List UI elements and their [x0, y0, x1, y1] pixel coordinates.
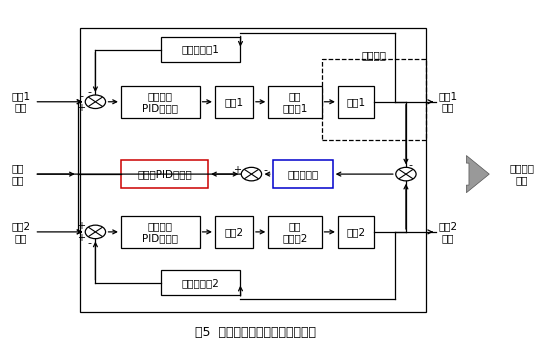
Text: -: -: [87, 87, 91, 97]
Text: 电机1: 电机1: [225, 97, 243, 107]
Circle shape: [241, 167, 262, 181]
Text: 测速编码器2: 测速编码器2: [182, 278, 220, 288]
Bar: [273, 160, 333, 188]
Bar: [161, 37, 240, 62]
Bar: [80, 28, 426, 312]
Text: 履带1: 履带1: [347, 97, 366, 107]
Bar: [215, 216, 253, 248]
Text: +: +: [77, 233, 85, 243]
Text: 偏转角PID控制器: 偏转角PID控制器: [137, 169, 192, 179]
Bar: [322, 59, 426, 140]
Bar: [338, 216, 375, 248]
Text: 偏转
角度: 偏转 角度: [12, 163, 24, 185]
Bar: [121, 86, 199, 118]
Circle shape: [396, 167, 416, 181]
Text: 测速编码器1: 测速编码器1: [182, 44, 220, 55]
Text: -: -: [79, 91, 83, 101]
Text: -: -: [264, 165, 267, 175]
Text: 电机2
转速: 电机2 转速: [12, 221, 31, 243]
Text: +: +: [233, 165, 241, 175]
Bar: [121, 160, 208, 188]
Bar: [268, 216, 322, 248]
Circle shape: [85, 225, 106, 239]
Bar: [215, 86, 253, 118]
Text: 履带单元: 履带单元: [361, 50, 386, 60]
Circle shape: [85, 95, 106, 108]
Text: +: +: [77, 221, 85, 231]
Text: -: -: [408, 160, 412, 170]
Text: 电机转速
PID控制器: 电机转速 PID控制器: [142, 221, 178, 243]
Text: 电机2: 电机2: [225, 227, 243, 237]
FancyArrow shape: [466, 156, 489, 193]
Text: 电机
减速器1: 电机 减速器1: [282, 91, 308, 113]
Text: 电机
减速器2: 电机 减速器2: [282, 221, 308, 243]
Text: -: -: [87, 238, 91, 248]
Bar: [338, 86, 375, 118]
Text: 履带2
速度: 履带2 速度: [438, 221, 458, 243]
Text: 履带2: 履带2: [347, 227, 366, 237]
Text: 电机转速
PID控制器: 电机转速 PID控制器: [142, 91, 178, 113]
Bar: [121, 216, 199, 248]
Text: +: +: [77, 103, 85, 113]
Text: 履带单元
运动: 履带单元 运动: [510, 163, 534, 185]
Text: 图5  机器人单个履带单元控制框图: 图5 机器人单个履带单元控制框图: [195, 326, 316, 339]
Bar: [161, 270, 240, 295]
Text: 精密电位器: 精密电位器: [287, 169, 318, 179]
Text: 履带1
速度: 履带1 速度: [438, 91, 458, 113]
Text: 电机1
转速: 电机1 转速: [12, 91, 31, 113]
Bar: [268, 86, 322, 118]
